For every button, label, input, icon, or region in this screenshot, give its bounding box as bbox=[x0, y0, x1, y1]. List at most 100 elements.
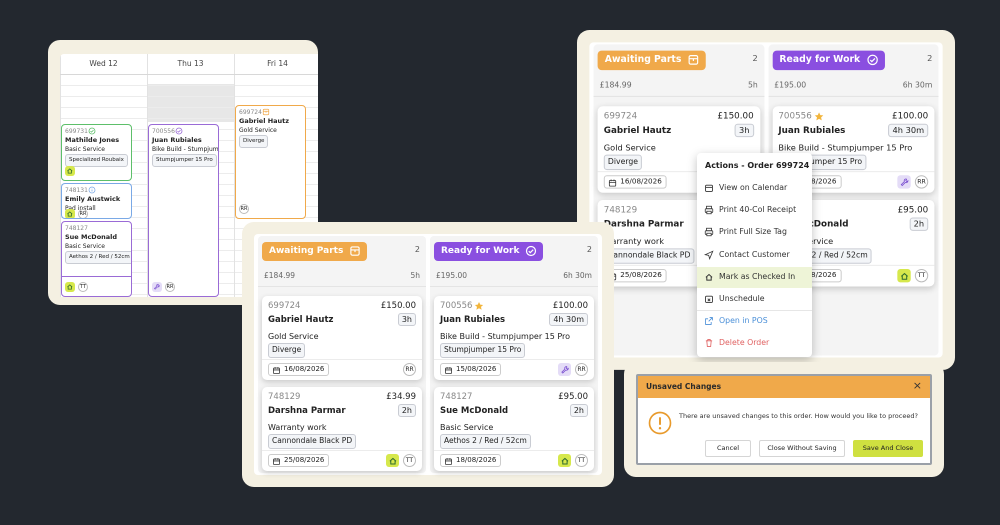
order-price: £95.00 bbox=[558, 392, 588, 402]
menu-icon-part bbox=[705, 184, 713, 192]
menu-icon bbox=[704, 250, 714, 260]
wrench-icon-part bbox=[560, 365, 569, 374]
wrench-icon bbox=[899, 177, 909, 187]
initials-avatar: RR bbox=[914, 175, 929, 189]
house-icon-part bbox=[67, 168, 73, 174]
parts-icon-part bbox=[350, 246, 361, 256]
column-total: £195.00 bbox=[436, 271, 468, 280]
parts-icon-part bbox=[688, 55, 699, 65]
wrench-badge bbox=[897, 175, 911, 189]
menu-icon-part bbox=[705, 273, 713, 281]
column-title-text: Ready for Work bbox=[441, 246, 520, 256]
order-card[interactable]: 748129 £34.99 Darshna Parmar 2h Warranty wor… bbox=[262, 387, 422, 471]
calendar-event[interactable]: 699724 Gabriel Hautz Gold Service Diverge RR bbox=[235, 105, 306, 219]
dialog-button[interactable]: Save And Close bbox=[853, 440, 923, 457]
menu-item[interactable]: Print 40-Col Receipt bbox=[697, 200, 812, 221]
service: Gold Service bbox=[268, 332, 319, 341]
column-title: Awaiting Parts bbox=[262, 242, 368, 261]
wrench-icon-part bbox=[900, 177, 908, 186]
warning-icon-part bbox=[648, 411, 672, 435]
order-card[interactable]: 700556 £100.00 Juan Rubiales 4h 30m Bike Bui… bbox=[434, 296, 594, 380]
order-card[interactable]: 748127 £95.00 Sue McDonald 2h Basic Service A… bbox=[434, 387, 594, 471]
status-icon bbox=[88, 186, 96, 194]
parts-icon-part bbox=[688, 55, 699, 65]
dialog-title: Unsaved Changes bbox=[646, 382, 722, 391]
initials-avatar: RR bbox=[403, 363, 416, 376]
event-service: Basic Service bbox=[65, 146, 105, 153]
card-divider bbox=[434, 359, 594, 360]
dialog-button[interactable]: Cancel bbox=[705, 440, 751, 457]
column-count: 2 bbox=[414, 245, 420, 254]
customer-name: Gabriel Hautz bbox=[603, 125, 672, 137]
menu-title: Actions - Order 699724 bbox=[705, 161, 810, 170]
status-icon-part bbox=[88, 186, 96, 194]
menu-icon bbox=[704, 183, 714, 193]
column-total: £195.00 bbox=[774, 80, 807, 90]
house-icon-part bbox=[561, 457, 568, 465]
calendar-icon-part bbox=[445, 366, 452, 374]
card-divider bbox=[772, 264, 935, 266]
menu-item-label: Delete Order bbox=[719, 338, 770, 348]
order-price: £150.00 bbox=[380, 301, 416, 311]
dialog-button[interactable]: Close Without Saving bbox=[759, 440, 845, 457]
dialog-header: Unsaved Changes × bbox=[638, 376, 930, 398]
order-id: 699724 bbox=[268, 301, 301, 311]
event-name: Sue McDonald bbox=[65, 233, 118, 241]
menu-item-label: Contact Customer bbox=[719, 249, 790, 259]
customer-name: Gabriel Hautz bbox=[268, 315, 334, 325]
calendar-icon-part bbox=[445, 367, 452, 374]
event-id: 699731 bbox=[65, 128, 88, 135]
house-badge bbox=[386, 454, 399, 467]
wrench-icon bbox=[153, 283, 161, 291]
house-icon-part bbox=[67, 168, 73, 174]
ready-icon bbox=[525, 245, 537, 257]
menu-item[interactable]: Contact Customer bbox=[697, 245, 812, 266]
hour-line bbox=[60, 107, 318, 108]
initials-avatar: RR bbox=[575, 363, 588, 376]
duration: 4h 30m bbox=[888, 123, 929, 138]
order-card[interactable]: 699724 £150.00 Gabriel Hautz 3h Gold Service… bbox=[262, 296, 422, 380]
calendar-icon-part bbox=[273, 366, 280, 370]
menu-icon-part bbox=[704, 250, 714, 260]
duration: 4h 30m bbox=[549, 313, 588, 326]
menu-icon-part bbox=[704, 206, 714, 215]
card-divider bbox=[262, 359, 422, 360]
status-icon-part bbox=[175, 127, 183, 135]
calendar-icon-part bbox=[273, 457, 280, 465]
column-title-text: Ready for Work bbox=[779, 54, 861, 66]
front-board-panel: Awaiting Parts 2 £184.99 5h 699724 £150.00 Gab… bbox=[242, 222, 614, 487]
due-date: 18/08/2026 bbox=[440, 454, 502, 467]
menu-item[interactable]: Open in POS bbox=[697, 311, 812, 332]
menu-item[interactable]: Print Full Size Tag bbox=[697, 222, 812, 243]
calendar-event[interactable]: 748127 Sue McDonald Basic Service Aethos 2 … bbox=[61, 221, 132, 297]
menu-icon-part bbox=[707, 298, 711, 302]
menu-item[interactable]: Delete Order bbox=[697, 333, 812, 354]
event-name: Emily Austwick bbox=[65, 195, 121, 203]
parts-icon-part bbox=[351, 249, 360, 253]
menu-icon-part bbox=[705, 317, 713, 326]
event-id: 748127 bbox=[65, 225, 88, 232]
house-badge bbox=[897, 268, 911, 283]
order-id: 748129 bbox=[268, 392, 301, 402]
day-label: Fri 14 bbox=[267, 59, 288, 68]
menu-item[interactable]: View on Calendar bbox=[697, 178, 812, 199]
customer-name: Juan Rubiales bbox=[778, 125, 846, 137]
house-icon bbox=[66, 210, 74, 218]
customer-name: Sue McDonald bbox=[440, 406, 509, 416]
calendar-event[interactable]: 699731 Mathilde Jones Basic Service Special… bbox=[61, 124, 132, 181]
calendar-icon-part bbox=[273, 367, 280, 374]
priority-star bbox=[474, 301, 484, 311]
day-label: Thu 13 bbox=[177, 59, 204, 68]
house-icon bbox=[66, 167, 74, 175]
menu-item[interactable]: Unschedule bbox=[697, 289, 812, 310]
house-icon-part bbox=[67, 211, 73, 217]
menu-item[interactable]: Mark as Checked In bbox=[697, 266, 812, 288]
hour-line bbox=[60, 96, 318, 97]
column-count: 2 bbox=[927, 53, 933, 63]
column-title-text: Awaiting Parts bbox=[269, 246, 344, 256]
bike-tag: Aethos 2 / Red / 52cm bbox=[440, 434, 531, 449]
board-column: Awaiting Parts 2 £184.99 5h 699724 £150.00 Gab… bbox=[258, 236, 426, 473]
dialog-close[interactable]: × bbox=[912, 379, 922, 392]
